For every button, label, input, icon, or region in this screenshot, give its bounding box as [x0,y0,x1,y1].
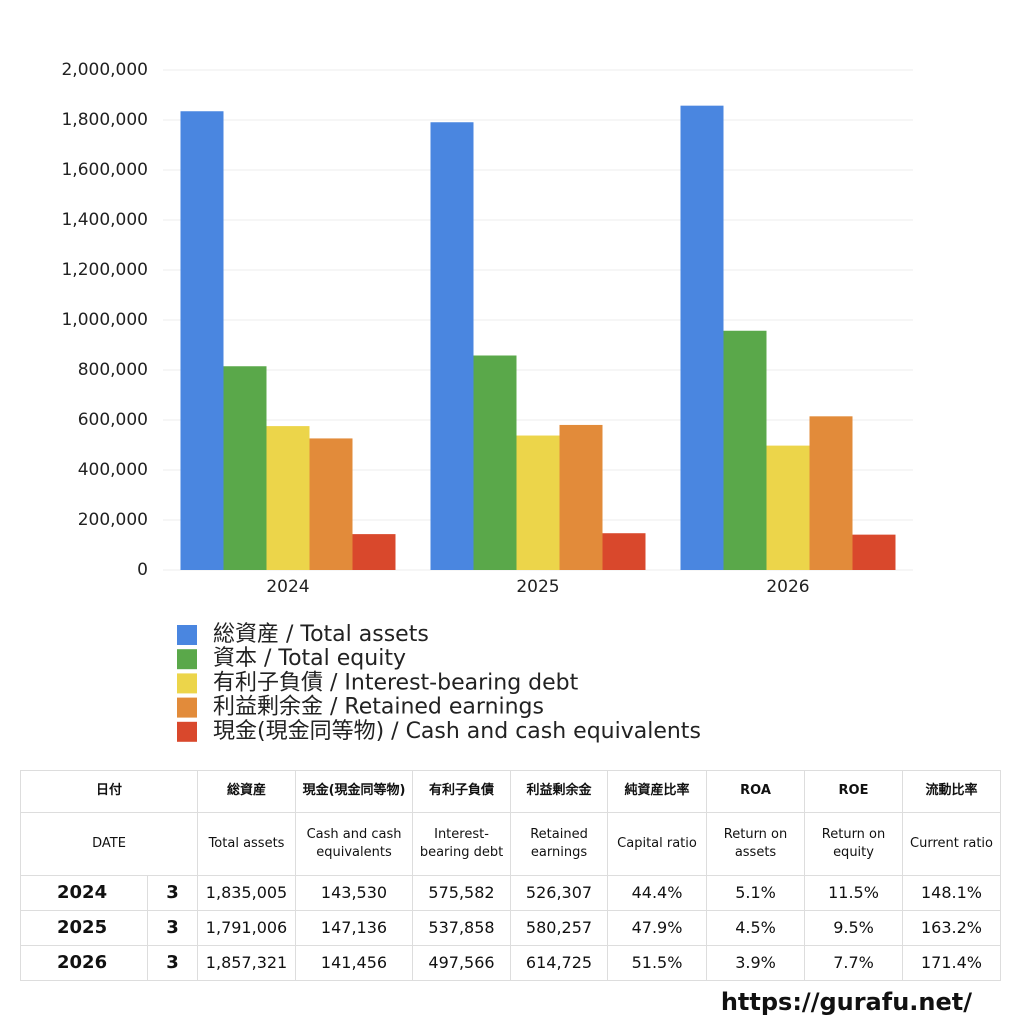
header-cell: Cash and cash equivalents [295,812,414,876]
table-cell: 526,307 [510,875,609,911]
y-tick-label: 1,200,000 [61,260,148,280]
y-tick-label: 800,000 [78,360,148,380]
table-cell: 3 [146,875,199,911]
chart: 0 200,000 400,000 600,000 800,000 1,000,000 1,… [61,60,913,744]
table-cell: 537,858 [412,910,512,946]
bar [266,426,310,570]
legend-label: 資本 / Total equity [213,646,406,671]
bar [766,445,810,570]
bar [680,105,724,571]
x-tick-label: 2026 [766,577,809,597]
bar [223,366,267,570]
table-cell: 9.5% [804,910,904,946]
table-cell: 575,582 [412,875,512,911]
table-cell: 3.9% [706,945,806,981]
legend-swatch [177,721,197,742]
footer-url: https://gurafu.net/ [720,988,972,1016]
header-cell: Return on assets [706,812,806,876]
legend-label: 総資産 / Total assets [213,622,429,647]
table-cell: 7.7% [804,945,904,981]
legend-swatch [177,673,197,694]
x-tick-label: 2025 [516,577,559,597]
legend-swatch [177,625,197,645]
table-cell: 1,835,005 [197,875,297,911]
bar [309,438,353,570]
legend-label: 有利子負債 / Interest-bearing debt [213,670,579,695]
bar [723,330,767,570]
table-cell: 47.9% [607,910,708,946]
y-tick-label: 0 [137,560,148,580]
bar [180,111,224,570]
y-tick-label: 1,600,000 [61,160,148,180]
header-cell: Total assets [197,812,297,876]
table-cell: 163.2% [902,910,1002,946]
header-row: 日付 総資産 現金(現金同等物) 有利子負債 利益剰余金 純資産比率 ROA ROE 流動比率 [19,770,1002,813]
table-cell: 2025 [20,910,148,946]
table-cell: 147,136 [295,910,414,946]
bar [809,416,853,570]
table-cell: 5.1% [706,875,806,911]
table-cell: 11.5% [804,875,904,911]
legend-swatch [177,697,197,718]
header-cell: 利益剰余金 [510,770,609,813]
y-tick-label: 2,000,000 [61,60,148,80]
y-tick-label: 1,800,000 [61,110,148,130]
header-cell: ROA [706,770,806,813]
table-cell: 1,857,321 [197,945,297,981]
table-cell: 141,456 [295,945,414,981]
header-cell: 現金(現金同等物) [295,770,414,813]
bar [473,355,517,570]
header-cell: 有利子負債 [412,770,512,813]
header-row: DATE Total assets Cash and cash equivalent… [19,812,1002,876]
header-cell: 流動比率 [902,770,1002,813]
header-cell: Capital ratio [607,812,708,876]
table-cell: 148.1% [902,875,1002,911]
table-cell: 497,566 [412,945,512,981]
data-row: 2025 3 1,791,006 147,136 537,858 580,257 47.9%… [20,910,1002,946]
header-cell: Return on equity [804,812,904,876]
table-cell: 143,530 [295,875,414,911]
table-cell: 1,791,006 [197,910,297,946]
legend-label: 現金(現金同等物) / Cash and cash equivalents [213,719,701,744]
bar [352,534,396,570]
x-tick-label: 2024 [266,577,309,597]
bar [852,534,896,570]
data-row: 2024 3 1,835,005 143,530 575,582 526,307 44.4%… [20,875,1002,911]
y-tick-label: 1,000,000 [61,310,148,330]
header-cell: Interest-bearing debt [412,812,512,876]
header-cell: 総資産 [197,770,297,813]
y-tick-label: 600,000 [78,410,148,430]
table-cell: 614,725 [510,945,609,981]
data-table: 日付 総資産 現金(現金同等物) 有利子負債 利益剰余金 純資産比率 ROA ROE 流動比率 D… [19,770,1002,981]
bar [516,435,560,570]
header-cell: 純資産比率 [607,770,708,813]
bar [559,424,603,570]
table-cell: 580,257 [510,910,609,946]
table-cell: 4.5% [706,910,806,946]
table-cell: 171.4% [902,945,1002,981]
table-cell: 3 [146,945,199,981]
header-cell: Current ratio [902,812,1002,876]
header-cell: 日付 [19,770,199,813]
table-cell: 2026 [20,945,148,981]
table-cell: 2024 [20,875,148,911]
legend-label: 利益剰余金 / Retained earnings [213,695,544,720]
y-tick-label: 1,400,000 [61,210,148,230]
legend-swatch [177,649,197,670]
data-row: 2026 3 1,857,321 141,456 497,566 614,725 51.5%… [20,945,1002,981]
bar [430,122,474,570]
header-cell: ROE [804,770,904,813]
bar [602,533,646,570]
header-cell: Retained earnings [510,812,609,876]
table-cell: 3 [146,910,199,946]
table-cell: 44.4% [607,875,708,911]
table-cell: 51.5% [607,945,708,981]
y-tick-label: 400,000 [78,460,148,480]
header-cell: DATE [19,812,199,876]
y-tick-label: 200,000 [78,510,148,530]
